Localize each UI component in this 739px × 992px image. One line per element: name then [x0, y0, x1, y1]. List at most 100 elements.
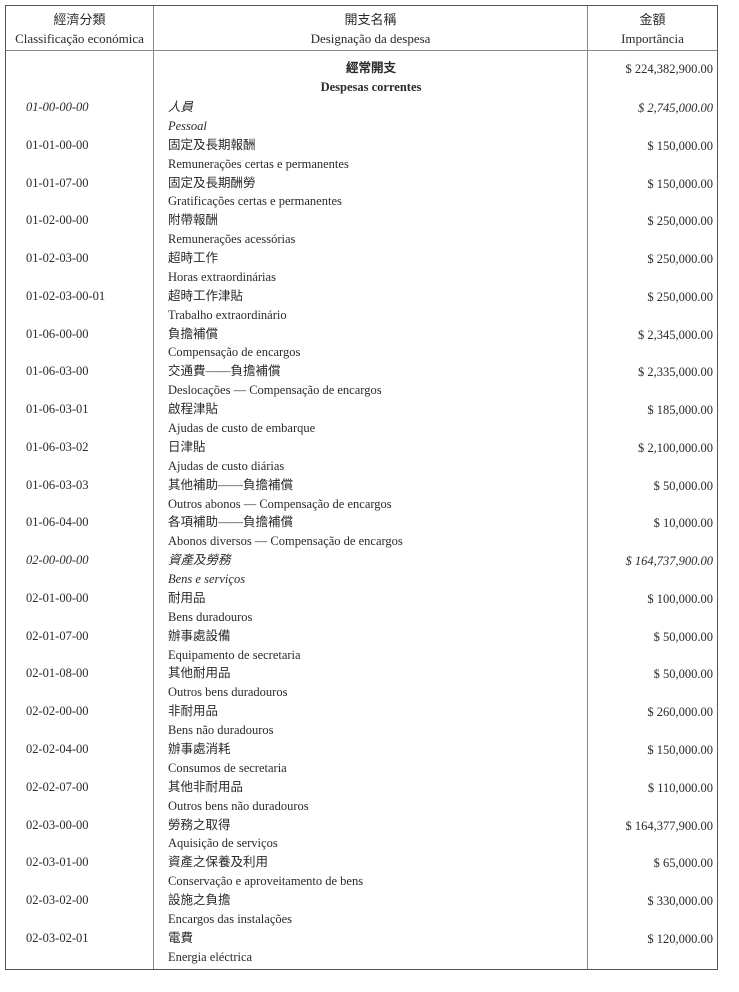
row-amount: $ 150,000.00: [647, 743, 713, 758]
row-name-zh: 辦事處設備: [168, 628, 231, 643]
table-row: 02-00-00-00 資產及勞務 Bens e serviços $ 164,737…: [6, 551, 717, 589]
row-name-pt: Ajudas de custo de embarque: [168, 421, 316, 436]
row-amount: $ 100,000.00: [647, 591, 713, 606]
row-amount: $ 150,000.00: [647, 138, 713, 153]
row-amount: $ 330,000.00: [647, 894, 713, 909]
row-name-pt: Consumos de secretaria: [168, 760, 287, 775]
row-code: 01-02-03-00-01: [26, 288, 106, 303]
table-row: 01-06-00-00 負擔補償 Compensação de encargos $ …: [6, 325, 717, 363]
header-designation: 開支名稱 Designação da despesa: [154, 6, 587, 51]
row-code: 02-02-00-00: [26, 704, 89, 719]
row-name-pt: Horas extraordinárias: [168, 269, 276, 284]
row-code: 02-03-00-00: [26, 817, 89, 832]
table-row: 01-02-03-00-01 超時工作津貼 Trabalho extraordiná…: [6, 287, 717, 325]
row-name-pt: Outros abonos — Compensação de encargos: [168, 496, 392, 511]
row-amount: $ 120,000.00: [647, 931, 713, 946]
row-code: 01-01-07-00: [26, 175, 89, 190]
row-name-zh: 其他非耐用品: [168, 779, 244, 794]
row-code: 02-02-04-00: [26, 742, 89, 757]
row-code: 02-03-02-01: [26, 930, 89, 945]
row-code: 02-03-02-00: [26, 893, 89, 908]
row-name-zh: 各項補助——負擔補償: [168, 515, 294, 530]
row-code: 01-02-00-00: [26, 213, 89, 228]
row-code: 01-01-00-00: [26, 137, 89, 152]
row-amount: $ 50,000.00: [653, 478, 713, 493]
row-amount: $ 50,000.00: [653, 629, 713, 644]
row-name-pt: Compensação de encargos: [168, 345, 301, 360]
row-name-zh: 電費: [168, 930, 194, 945]
row-name-pt: Bens e serviços: [168, 572, 246, 587]
row-name-pt: Equipamento de secretaria: [168, 647, 301, 662]
column-divider: [587, 6, 588, 969]
table-row: 02-03-00-00 勞務之取得 Aquisição de serviços $ 1…: [6, 816, 717, 854]
row-code: 01-02-03-00: [26, 251, 89, 266]
row-amount: $ 185,000.00: [647, 403, 713, 418]
row-name-zh: 其他補助——負擔補償: [168, 477, 294, 492]
row-name-zh: 固定及長期酬勞: [168, 175, 256, 190]
row-name-pt: Outros bens não duradouros: [168, 798, 309, 813]
table-row: 01-06-03-00 交通費——負擔補償 Deslocações — Compen…: [6, 362, 717, 400]
row-code: 01-06-00-00: [26, 326, 89, 341]
table-row: 02-03-02-00 設施之負擔 Encargos das instalações…: [6, 891, 717, 929]
row-amount: $ 50,000.00: [653, 667, 713, 682]
row-amount: $ 260,000.00: [647, 705, 713, 720]
row-amount: $ 110,000.00: [647, 780, 713, 795]
column-divider: [153, 6, 154, 969]
header-amount-pt: Importância: [621, 31, 684, 46]
row-name-pt: Pessoal: [168, 118, 207, 133]
row-code: 02-03-01-00: [26, 855, 89, 870]
row-name-zh: 交通費——負擔補償: [168, 364, 281, 379]
row-amount: $ 2,345,000.00: [638, 327, 713, 342]
row-name-zh: 固定及長期報酬: [168, 137, 256, 152]
row-name-zh: 勞務之取得: [168, 817, 231, 832]
header-designation-pt: Designação da despesa: [310, 31, 431, 46]
row-amount: $ 65,000.00: [653, 856, 713, 871]
row-name-zh: 日津貼: [168, 439, 206, 454]
header-classification-pt: Classificação económica: [15, 31, 144, 46]
row-name-pt: Encargos das instalações: [168, 911, 293, 926]
table-rows: 01-00-00-00 人員 Pessoal $ 2,745,000.00 01-01-…: [6, 98, 717, 967]
row-code: 02-01-00-00: [26, 590, 89, 605]
row-name-pt: Bens não duradouros: [168, 723, 274, 738]
row-name-zh: 耐用品: [168, 590, 206, 605]
row-name-pt: Conservação e aproveitamento de bens: [168, 874, 364, 889]
row-amount: $ 164,377,900.00: [625, 818, 714, 833]
table-row: 01-02-03-00 超時工作 Horas extraordinárias $ 25…: [6, 249, 717, 287]
row-amount: $ 2,100,000.00: [638, 440, 713, 455]
row-name-zh: 啟程津貼: [168, 402, 219, 417]
section-title-zh: 經常開支: [345, 61, 396, 75]
row-amount: $ 250,000.00: [647, 214, 713, 229]
row-code: 02-02-07-00: [26, 779, 89, 794]
table-row: 02-02-07-00 其他非耐用品 Outros bens não duradou…: [6, 778, 717, 816]
table-row: 02-03-02-01 電費 Energia eléctrica $ 120,000.…: [6, 929, 717, 967]
table-row: 01-06-03-01 啟程津貼 Ajudas de custo de embarq…: [6, 400, 717, 438]
row-name-zh: 辦事處消耗: [168, 742, 231, 757]
budget-table: 經濟分類 Classificação económica 開支名稱 Design…: [5, 5, 718, 970]
table-row: 01-06-03-02 日津貼 Ajudas de custo diárias $ 2…: [6, 438, 717, 476]
row-name-zh: 負擔補償: [168, 326, 219, 341]
row-amount: $ 164,737,900.00: [625, 554, 714, 569]
table-row: 01-01-00-00 固定及長期報酬 Remunerações certas e …: [6, 136, 717, 174]
table-row: 02-01-08-00 其他耐用品 Outros bens duradouros $ …: [6, 664, 717, 702]
table-row: 01-00-00-00 人員 Pessoal $ 2,745,000.00: [6, 98, 717, 136]
row-code: 02-01-07-00: [26, 628, 89, 643]
row-name-zh: 資產之保養及利用: [168, 855, 269, 870]
table-row: 01-01-07-00 固定及長期酬勞 Gratificações certas e…: [6, 174, 717, 212]
table-row: 02-01-00-00 耐用品 Bens duradouros $ 100,000.0…: [6, 589, 717, 627]
row-name-pt: Aquisição de serviços: [168, 836, 278, 851]
table-row: 02-02-00-00 非耐用品 Bens não duradouros $ 260,…: [6, 702, 717, 740]
row-code: 02-01-08-00: [26, 666, 89, 681]
row-name-pt: Abonos diversos — Compensação de encargo…: [168, 534, 403, 549]
row-code: 01-06-03-00: [26, 364, 89, 379]
table-row: 01-06-04-00 各項補助——負擔補償 Abonos diversos — C…: [6, 513, 717, 551]
row-code: 02-00-00-00: [26, 553, 89, 568]
row-name-pt: Energia eléctrica: [168, 949, 253, 964]
row-amount: $ 150,000.00: [647, 176, 713, 191]
row-name-zh: 設施之負擔: [168, 893, 231, 908]
row-code: 01-06-04-00: [26, 515, 89, 530]
row-name-pt: Gratificações certas e permanentes: [168, 194, 342, 209]
row-name-zh: 附帶報酬: [168, 213, 219, 228]
row-name-pt: Remunerações acessórias: [168, 232, 296, 247]
row-name-zh: 非耐用品: [168, 704, 219, 719]
row-code: 01-06-03-02: [26, 439, 89, 454]
